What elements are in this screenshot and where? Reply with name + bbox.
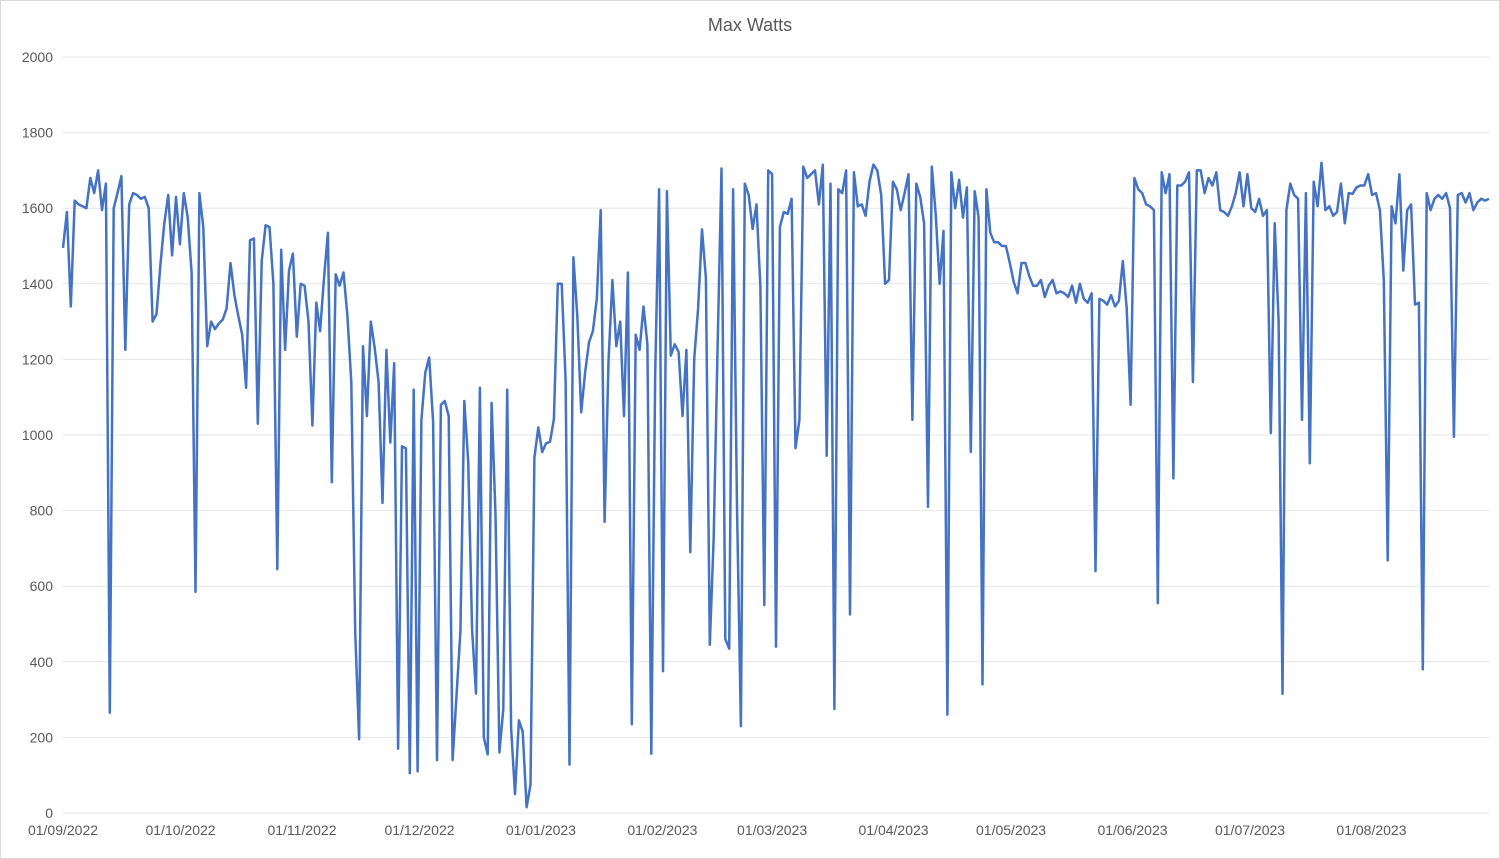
x-tick-label: 01/08/2023 [1336, 822, 1406, 838]
y-tick-label: 0 [45, 805, 53, 821]
y-tick-label: 800 [30, 503, 54, 519]
x-tick-label: 01/02/2023 [627, 822, 697, 838]
x-axis-ticks: 01/09/2022 01/10/2022 01/11/2022 01/12/2022… [28, 822, 1407, 838]
y-tick-label: 2000 [22, 49, 53, 65]
x-tick-label: 01/07/2023 [1215, 822, 1285, 838]
y-tick-label: 1600 [22, 200, 53, 216]
y-tick-label: 600 [30, 578, 54, 594]
x-tick-label: 01/09/2022 [28, 822, 98, 838]
y-tick-label: 1400 [22, 276, 53, 292]
chart-container: Max Watts 020040060080010001200140016001… [0, 0, 1500, 859]
x-tick-label: 01/05/2023 [976, 822, 1046, 838]
x-tick-label: 01/11/2022 [267, 822, 336, 838]
x-tick-label: 01/10/2022 [145, 822, 215, 838]
y-tick-label: 1800 [22, 125, 53, 141]
y-tick-label: 200 [30, 729, 54, 745]
x-tick-label: 01/03/2023 [737, 822, 807, 838]
y-tick-label: 400 [30, 654, 54, 670]
chart-svg: 0 200 400 600 800 1000 1200 1400 1600 1800 2000 01… [1, 1, 1500, 859]
gridlines [63, 57, 1489, 813]
y-axis-ticks: 0 200 400 600 800 1000 1200 1400 1600 1800 2000 [22, 49, 53, 821]
y-tick-label: 1000 [22, 427, 53, 443]
data-series-line [63, 163, 1489, 808]
y-tick-label: 1200 [22, 351, 53, 367]
x-tick-label: 01/12/2022 [384, 822, 454, 838]
x-tick-label: 01/04/2023 [858, 822, 928, 838]
x-tick-label: 01/01/2023 [506, 822, 576, 838]
x-tick-label: 01/06/2023 [1097, 822, 1167, 838]
